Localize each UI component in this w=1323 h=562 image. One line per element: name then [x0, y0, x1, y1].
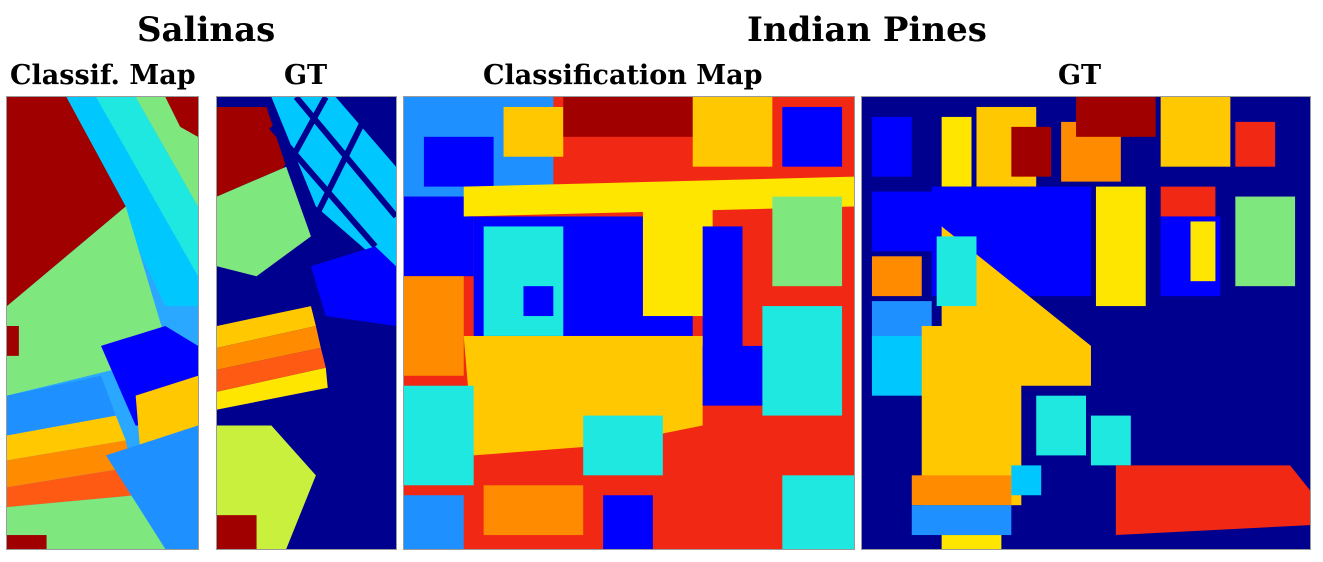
salinas-ground-truth	[216, 96, 397, 550]
indian-pines-classification-map	[403, 96, 855, 550]
indian-pines-classification-map-image	[404, 97, 854, 549]
indian-pines-classification-map-label: Classification Map	[483, 60, 763, 91]
salinas-gt-label: GT	[284, 60, 328, 91]
indian-pines-ground-truth-image	[862, 97, 1310, 549]
salinas-classification-map	[6, 96, 199, 550]
indian-pines-gt-label: GT	[1058, 60, 1102, 91]
indian-pines-title: Indian Pines	[747, 10, 987, 50]
salinas-ground-truth-image	[217, 97, 396, 549]
salinas-title: Salinas	[137, 10, 276, 50]
salinas-classification-map-image	[7, 97, 198, 549]
indian-pines-ground-truth	[861, 96, 1311, 550]
salinas-classification-map-label: Classif. Map	[10, 60, 196, 91]
